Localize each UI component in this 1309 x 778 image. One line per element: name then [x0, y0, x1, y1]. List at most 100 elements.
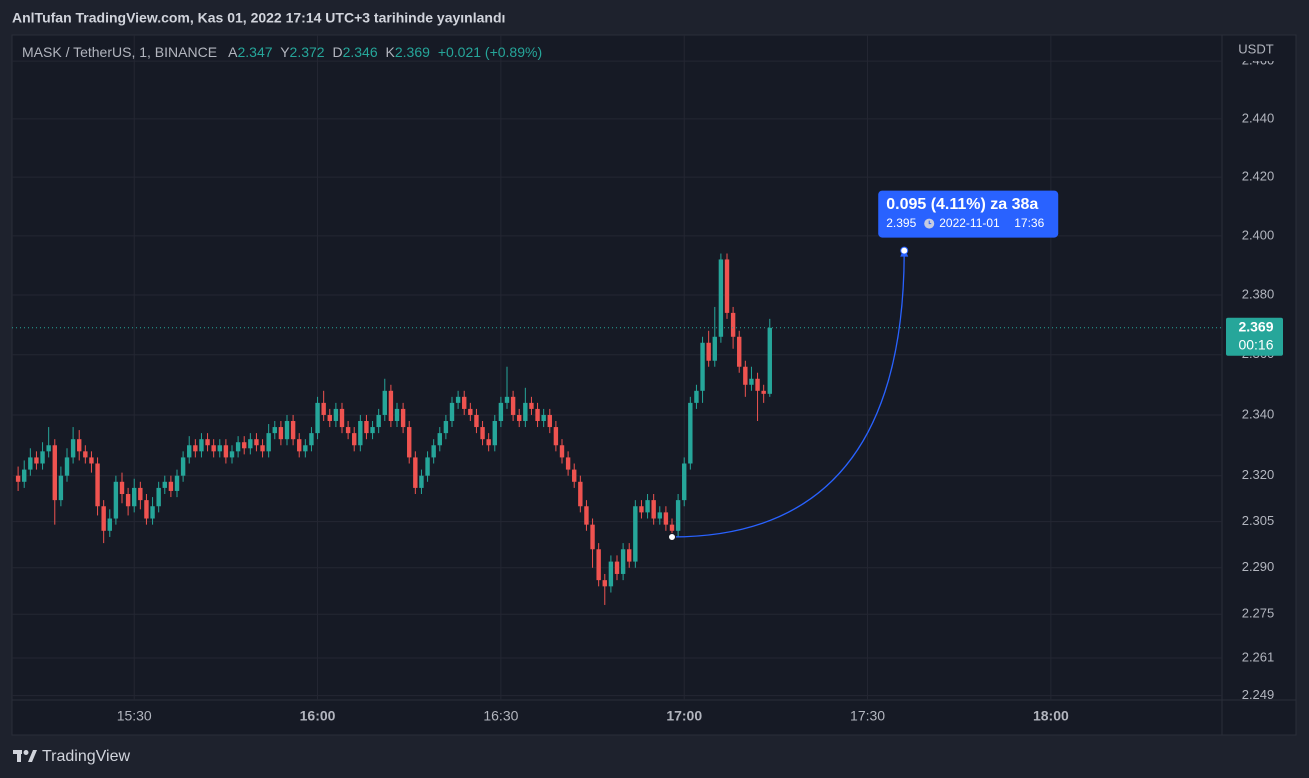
ohlc-value: 2.347: [238, 44, 273, 60]
candle-body: [40, 451, 45, 464]
candle-body: [523, 402, 528, 422]
ohlc-label: K: [386, 44, 396, 60]
candle-body: [101, 506, 106, 531]
candle-body: [682, 463, 687, 501]
candle-body: [694, 390, 699, 403]
candle-body: [486, 439, 491, 446]
candle-body: [370, 427, 375, 434]
candle-body: [535, 408, 540, 422]
candle-body: [602, 580, 607, 587]
candle-body: [119, 481, 125, 495]
candle-body: [419, 475, 424, 488]
clock-hands: [928, 220, 932, 225]
x-tick-label: 16:30: [483, 708, 518, 724]
candle-body: [260, 445, 265, 452]
y-tick-label: 2.320: [1242, 467, 1275, 482]
candle-body: [229, 451, 235, 458]
candle-body: [645, 500, 650, 513]
candle-body: [480, 427, 485, 440]
currency: USDT: [1238, 41, 1273, 56]
candle-body: [541, 414, 546, 422]
candle-body: [504, 396, 510, 403]
y-tick-label: 2.340: [1242, 406, 1275, 421]
candle-body: [675, 500, 681, 531]
candle-body: [278, 427, 284, 440]
candle-body: [77, 439, 82, 452]
candle-body: [132, 487, 137, 507]
x-tick-label: 15:30: [117, 708, 152, 724]
candle-body: [425, 457, 430, 476]
candle-body: [34, 457, 39, 464]
candle-body: [187, 445, 192, 458]
candle-body: [321, 402, 326, 415]
candle-body: [639, 506, 644, 513]
footer-brand: TradingView: [42, 748, 130, 765]
candle-body: [248, 439, 253, 449]
candle-body: [388, 390, 394, 422]
candle-body: [578, 481, 583, 507]
change: +0.021 (+0.89%): [438, 44, 542, 60]
x-tick-label: 18:00: [1033, 708, 1069, 724]
candle-body: [718, 259, 724, 337]
candle-body: [724, 259, 730, 313]
x-tick-label: 16:00: [300, 708, 336, 724]
candle-body: [70, 439, 76, 458]
candle-body: [462, 396, 467, 409]
candle-body: [400, 408, 406, 428]
candle-body: [688, 402, 693, 464]
candle-body: [468, 408, 473, 415]
candle-body: [22, 469, 27, 482]
grid: [12, 35, 1222, 700]
forecast-arrow: [671, 250, 905, 538]
x-tick-label: 17:00: [666, 708, 702, 724]
y-tick-label: 2.249: [1242, 687, 1275, 702]
y-tick-label: 2.440: [1242, 110, 1275, 125]
annotation-date: 2022-11-01: [939, 216, 1000, 230]
candle-body: [590, 524, 595, 550]
candle-body: [498, 402, 504, 422]
countdown: 00:16: [1238, 337, 1273, 353]
candle-body: [633, 506, 638, 562]
chart-pane: [11, 34, 1297, 736]
candle-body: [156, 487, 161, 507]
ohlc-label: A: [228, 44, 238, 60]
candle-body: [303, 445, 308, 452]
candle-body: [700, 342, 705, 391]
candle-body: [290, 421, 296, 440]
last-price-badge: [1226, 317, 1283, 356]
last-price-label: 2.369: [1238, 319, 1273, 335]
candle-body: [553, 427, 559, 446]
symbol: MASK / TetherUS, 1, BINANCE: [22, 44, 217, 60]
ohlc-value: 2.369: [395, 44, 430, 60]
candle-body: [559, 445, 565, 458]
x-tick-label: 17:30: [850, 708, 885, 724]
candle-body: [743, 366, 748, 385]
overlay: 15:30 16:00 16:30 17:00 17:30 18:00 2.369 00:16…: [117, 190, 1283, 724]
candle-body: [352, 433, 357, 446]
candle-body: [83, 451, 88, 458]
candle-body: [663, 512, 669, 525]
candle-body: [46, 445, 51, 452]
candle-body: [235, 442, 241, 452]
candle-body: [584, 506, 589, 525]
candle-body: [162, 481, 167, 488]
candle-body: [608, 561, 614, 587]
candle-body: [358, 421, 363, 446]
candle-body: [15, 475, 21, 482]
candle-body: [449, 402, 455, 422]
candle-body: [376, 414, 381, 428]
candle-body: [333, 408, 339, 422]
candle-body: [125, 494, 131, 507]
header: AnlTufan TradingView.com, Kas 01, 2022 1…: [12, 10, 505, 26]
candle-body: [492, 421, 497, 446]
ohlc-value: 2.346: [343, 44, 378, 60]
candle-body: [52, 445, 57, 501]
candle-body: [437, 433, 442, 446]
candle-body: [614, 561, 620, 574]
candle-body: [64, 457, 70, 476]
plot: [12, 246, 1222, 605]
candle-body: [254, 439, 259, 446]
candle-body: [712, 336, 717, 361]
candle-body: [138, 487, 143, 501]
